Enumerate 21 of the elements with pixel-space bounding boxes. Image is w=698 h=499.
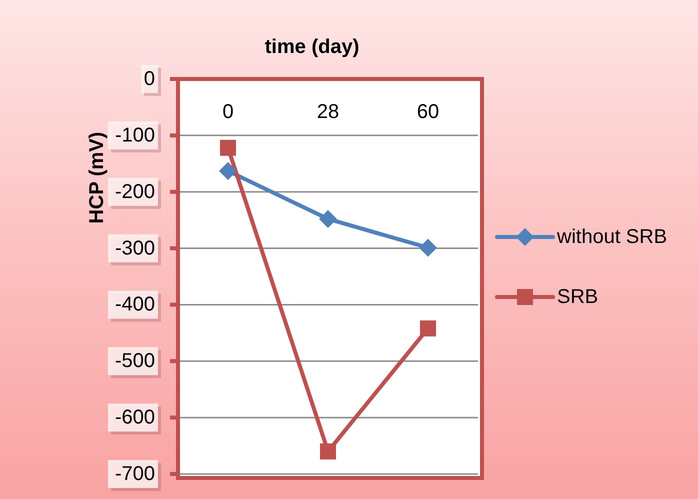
point: [219, 162, 237, 180]
y-tick-label: -600: [114, 406, 155, 429]
y-tick-label: 0: [144, 68, 155, 90]
x-tick-label: 28: [316, 101, 340, 123]
point: [420, 320, 436, 336]
legend-label: SRB: [557, 286, 598, 308]
point: [319, 210, 337, 228]
point: [419, 238, 437, 257]
y-tick-label: -700: [114, 463, 155, 485]
x-tick-label: 60: [416, 101, 440, 123]
y-tick-label: -500: [114, 350, 155, 372]
point: [320, 443, 336, 460]
y-tick-label: -200: [114, 180, 155, 203]
x-axis-title: time (day): [264, 36, 360, 58]
point: [220, 140, 236, 156]
y-tick-label: -300: [114, 237, 155, 260]
y-axis-title: HCP (mV): [86, 132, 108, 224]
x-tick-label: 0: [222, 101, 234, 123]
y-tick-label: -400: [114, 294, 155, 316]
y-tick-label: -100: [114, 124, 155, 146]
legend-label: without SRB: [557, 226, 668, 248]
